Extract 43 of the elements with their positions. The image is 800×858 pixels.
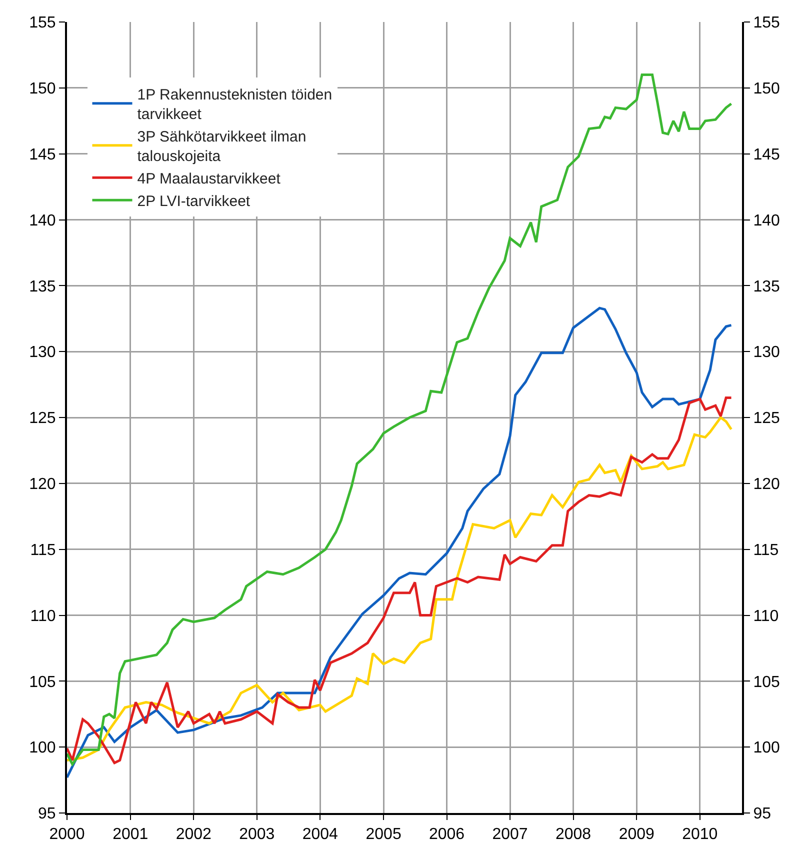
y-tick-label: 100: [29, 740, 56, 757]
y-tick-label: 145: [29, 146, 56, 164]
y-tick-label: 110: [30, 608, 56, 625]
y2-tick-label: 150: [753, 80, 780, 98]
y2-tick-label: 140: [753, 212, 780, 230]
x-tick-label: 2005: [366, 826, 402, 844]
x-tick-label: 2008: [555, 826, 592, 844]
y2-tick-label: 130: [753, 344, 780, 362]
line-series: [67, 306, 733, 779]
x-tick-label: 2007: [492, 826, 528, 844]
legend-label: 3P Sähkötarvikkeet ilman talouskojeita: [137, 128, 306, 165]
y2-tick-label: 110: [753, 608, 779, 625]
x-tick-label: 2006: [428, 826, 465, 844]
y-tick-label: 105: [29, 674, 56, 691]
y2-tick-label: 135: [753, 278, 780, 296]
legend-label: 1P Rakennusteknisten töiden tarvikkeet: [137, 86, 332, 123]
y-tick-label: 150: [29, 80, 56, 98]
x-tick-label: 2000: [49, 826, 85, 844]
y2-tick-label: 155: [753, 14, 780, 32]
y-tick-label: 135: [29, 278, 56, 296]
x-tick-label: 2004: [302, 826, 338, 844]
y2-tick-label: 115: [753, 542, 779, 559]
x-tick-label: 2003: [239, 826, 275, 844]
y2-tick-label: 100: [753, 740, 780, 757]
y2-tick-label: 105: [753, 674, 780, 691]
x-tick-label: 2009: [618, 826, 655, 844]
y2-tick-label: 145: [753, 146, 780, 164]
y2-tick-label: 95: [753, 806, 772, 823]
x-tick-label: 2010: [682, 826, 718, 844]
y-tick-label: 125: [29, 410, 56, 428]
y-tick-label: 130: [29, 344, 56, 362]
legend-label: 4P Maalaustarvikkeet: [137, 170, 282, 188]
y-tick-label: 140: [29, 212, 56, 230]
line-series: [67, 73, 733, 766]
y-tick-label: 155: [29, 14, 56, 32]
y-tick-label: 95: [38, 806, 56, 823]
y2-tick-label: 120: [753, 476, 780, 494]
y-tick-label: 115: [30, 542, 56, 559]
legend-label: 2P LVI-tarvikkeet: [137, 192, 251, 210]
y-tick-label: 120: [29, 476, 56, 494]
x-tick-label: 2001: [112, 826, 148, 844]
y2-tick-label: 125: [753, 410, 780, 428]
x-tick-label: 2002: [176, 826, 212, 844]
